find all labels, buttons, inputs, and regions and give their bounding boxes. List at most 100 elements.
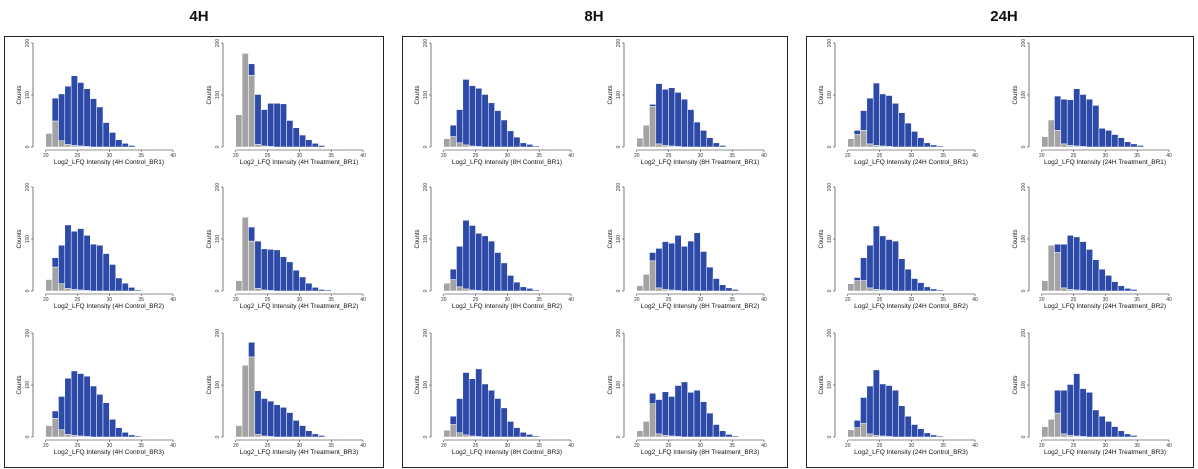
y-tick-label: 0 [215,145,221,148]
bar-blue [942,436,950,438]
col-title-4h: 4H [189,8,209,25]
x-tick-label: 30 [698,443,704,449]
bar-blue [1117,430,1125,438]
y-tick-label: 100 [1021,91,1027,100]
bar-blue [519,432,527,438]
y-tick-label: 100 [25,381,31,390]
x-tick-label: 20 [233,297,239,303]
bar-gray [847,138,855,148]
y-tick-label: 200 [215,39,221,48]
bar-gray [642,274,650,292]
x-tick-label: 20 [1039,297,1045,303]
bar-blue [1073,88,1081,147]
x-axis-label: Log2_LFQ Intensity (8H Treatment_BR3) [641,449,760,456]
bar-blue [1066,235,1074,290]
x-tick-label: 25 [473,443,479,449]
bar-blue [128,434,136,438]
bar-blue [911,131,918,148]
bar-gray [636,137,644,148]
bar-blue [260,398,268,437]
bar-gray [860,423,868,438]
bar-gray [58,140,66,148]
bar-blue [64,85,72,145]
bar-blue [513,281,521,292]
bar-blue [866,385,874,435]
bar-blue [917,137,925,148]
bar-blue [1111,281,1119,292]
y-tick-label: 0 [616,435,622,438]
bar-blue [904,268,912,292]
x-tick-label: 40 [761,153,767,159]
bar-gray [847,429,855,438]
bar-blue [58,244,66,284]
bar-gray [847,283,855,292]
bar-blue [681,381,688,438]
x-tick-label: 20 [845,443,851,449]
bar-gray [655,433,663,438]
bar-blue [330,146,338,148]
y-tick-label: 100 [25,91,31,100]
bar-blue [898,112,906,148]
x-tick-label: 40 [170,153,176,159]
bar-blue [668,396,676,437]
bar-blue [655,248,663,289]
y-axis-label: Counts [17,229,23,248]
y-tick-label: 200 [423,39,429,48]
bar-blue [904,415,912,438]
y-tick-label: 0 [423,289,429,292]
bar-blue [712,424,720,438]
bar-gray [241,216,249,292]
bar-blue [513,427,521,438]
x-axis-label: Log2_LFQ Intensity (4H Control_BR2) [54,303,164,310]
bar-blue [1092,259,1100,292]
bar-gray [1054,412,1062,438]
y-axis-label: Counts [415,229,421,248]
bar-blue [462,220,470,290]
x-axis-label: Log2_LFQ Intensity (24H Control_BR2) [854,303,968,310]
bar-gray [860,280,868,292]
bar-blue [872,225,880,290]
bar-blue [500,407,508,438]
y-axis-label: Counts [1013,85,1019,104]
bar-blue [532,435,540,438]
x-tick-label: 25 [1071,153,1077,159]
y-tick-label: 200 [25,183,31,192]
bar-blue [1079,388,1087,437]
x-tick-label: 35 [536,443,542,449]
bar-blue [134,289,142,292]
bar-blue [706,266,714,292]
bar-gray [235,114,243,148]
bar-blue [481,383,489,438]
bar-blue [286,261,294,292]
histogram-24h-2: 0 100 200 20 25 30 35 40 Log2_LFQ Intensity (24H… [819,183,978,310]
bar-blue [507,130,514,148]
bar-blue [661,391,669,436]
bar-blue [1060,98,1068,145]
panel-8h: 0 100 200 20 25 30 35 40 Log2_LFQ Intensity (8H … [402,36,788,468]
x-tick-label: 30 [505,443,511,449]
x-tick-label: 25 [666,153,672,159]
y-tick-label: 0 [1021,289,1027,292]
bar-gray [655,143,663,148]
bar-blue [280,407,287,438]
bar-gray [443,429,451,438]
bar-blue [725,146,733,148]
bar-gray [1047,244,1055,292]
x-axis-label: Log2_LFQ Intensity (4H Control_BR3) [54,449,164,456]
bar-blue [254,94,262,145]
bar-blue [96,244,104,292]
y-tick-label: 200 [616,329,622,338]
y-axis-label: Counts [415,85,421,104]
bar-blue [661,89,669,146]
x-tick-label: 35 [940,297,946,303]
y-tick-label: 100 [1021,235,1027,244]
bar-blue [488,240,495,292]
x-tick-label: 40 [1166,443,1172,449]
bar-blue [668,242,676,291]
bar-blue [1117,285,1125,292]
bar-blue [500,119,508,148]
y-tick-label: 100 [25,235,31,244]
y-tick-label: 0 [25,435,31,438]
